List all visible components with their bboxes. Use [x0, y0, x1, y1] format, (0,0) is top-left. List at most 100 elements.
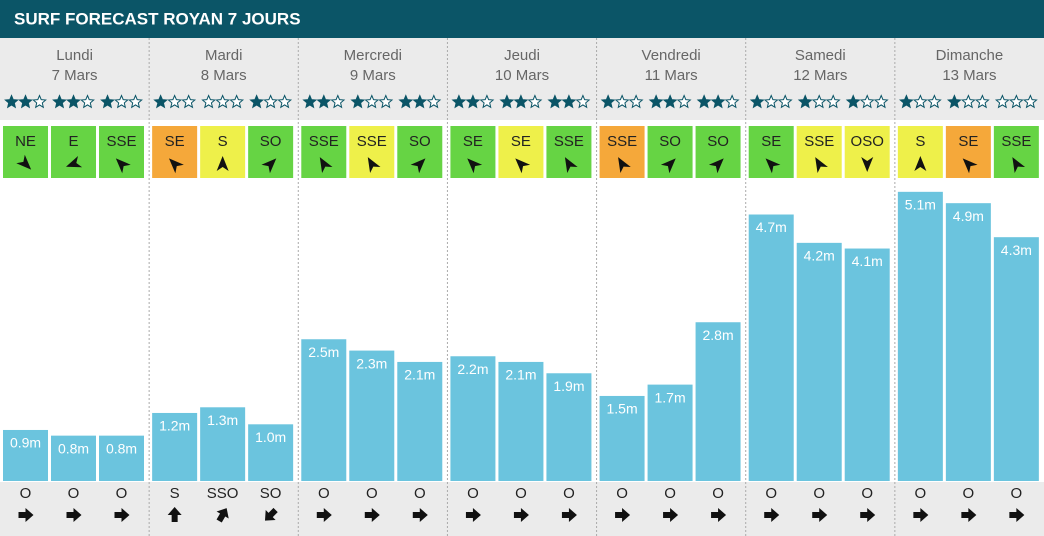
swell-direction: O [712, 485, 724, 502]
wind-direction: SSE [357, 133, 387, 150]
wind-arrow [467, 158, 483, 174]
wind-arrow [618, 157, 631, 174]
rating-star [513, 94, 529, 109]
wave-bar [3, 429, 48, 481]
swell-direction: O [765, 485, 777, 502]
wave-bar [301, 339, 347, 481]
rating-star [676, 94, 692, 109]
day-name: Mardi [205, 47, 243, 64]
swell-direction: O [318, 485, 330, 502]
day-date: 12 Mars [793, 67, 847, 84]
rating-star [547, 94, 563, 109]
rating-star [4, 94, 19, 109]
wind-direction: S [915, 133, 925, 150]
wind-direction: SE [958, 133, 978, 150]
wind-direction: SO [409, 133, 431, 150]
wave-label: 4.1m [852, 253, 883, 269]
wave-label: 2.8m [703, 327, 734, 343]
wind-arrow [815, 157, 828, 174]
rating-star [479, 94, 495, 109]
wave-label: 2.5m [308, 344, 339, 360]
wave-bar [349, 350, 395, 481]
rating-star [926, 94, 942, 109]
day-name: Vendredi [642, 47, 701, 64]
wind-direction: OSO [851, 133, 884, 150]
rating-star [811, 94, 827, 109]
wind-direction: SSE [804, 133, 834, 150]
wave-bar [844, 248, 890, 481]
swell-direction: O [563, 485, 575, 502]
wind-direction: SO [707, 133, 729, 150]
swell-direction: O [366, 485, 378, 502]
swell-arrow [1009, 508, 1025, 522]
swell-direction: O [963, 485, 975, 502]
swell-direction: O [813, 485, 825, 502]
rating-star [364, 94, 380, 109]
wave-bar [450, 356, 496, 481]
swell-direction: SO [260, 485, 282, 502]
wave-label: 2.1m [505, 367, 536, 383]
swell-arrow [316, 508, 332, 522]
swell-arrow [114, 508, 130, 522]
swell-arrow [66, 508, 82, 522]
swell-direction: SSO [207, 485, 239, 502]
wind-direction: SE [511, 133, 531, 150]
wind-direction: SE [165, 133, 185, 150]
wave-label: 1.5m [607, 401, 638, 417]
rating-star [18, 94, 33, 109]
wave-bar [748, 214, 794, 481]
swell-direction: O [467, 485, 479, 502]
wind-arrow [861, 157, 874, 172]
swell-arrow [216, 508, 229, 523]
swell-direction: O [20, 485, 32, 502]
rating-star [898, 94, 914, 109]
swell-arrow [18, 508, 34, 522]
wave-label: 0.9m [10, 435, 41, 451]
rating-star [100, 94, 115, 109]
swell-arrow [615, 508, 631, 522]
wind-direction: SO [260, 133, 282, 150]
wind-arrow [115, 158, 131, 174]
rating-star [499, 94, 515, 109]
rating-star [277, 94, 293, 109]
wind-direction: E [68, 133, 78, 150]
wind-box [897, 126, 943, 178]
day-date: 10 Mars [495, 67, 549, 84]
wind-arrow [16, 154, 32, 170]
wave-label: 2.3m [356, 355, 387, 371]
title: SURF FORECAST ROYAN 7 JOURS [14, 9, 301, 28]
wind-arrow [708, 158, 724, 174]
rating-star [710, 94, 726, 109]
wind-box [200, 126, 246, 178]
wave-bar [647, 384, 693, 481]
rating-star [153, 94, 169, 109]
wind-arrow [216, 156, 229, 171]
wave-bar [599, 395, 645, 481]
rating-star [845, 94, 861, 109]
wave-bar [397, 361, 443, 481]
wave-bar [248, 424, 294, 481]
rating-star [628, 94, 644, 109]
swell-direction: O [515, 485, 527, 502]
wave-bar [897, 191, 943, 481]
wind-direction: SO [659, 133, 681, 150]
wave-bar [945, 203, 991, 482]
swell-direction: O [616, 485, 628, 502]
rating-star [527, 94, 543, 109]
wind-direction: SE [761, 133, 781, 150]
wave-label: 1.9m [553, 378, 584, 394]
rating-star [451, 94, 467, 109]
rating-star [1022, 94, 1038, 109]
wind-direction: SSE [309, 133, 339, 150]
rating-star [960, 94, 976, 109]
rating-star [873, 94, 889, 109]
day-name: Lundi [56, 47, 93, 64]
wave-label: 1.2m [159, 418, 190, 434]
rating-star [426, 94, 442, 109]
wave-label: 2.2m [457, 361, 488, 377]
rating-star [330, 94, 346, 109]
rating-star [32, 94, 47, 109]
rating-star [696, 94, 712, 109]
wind-direction: SSE [554, 133, 584, 150]
